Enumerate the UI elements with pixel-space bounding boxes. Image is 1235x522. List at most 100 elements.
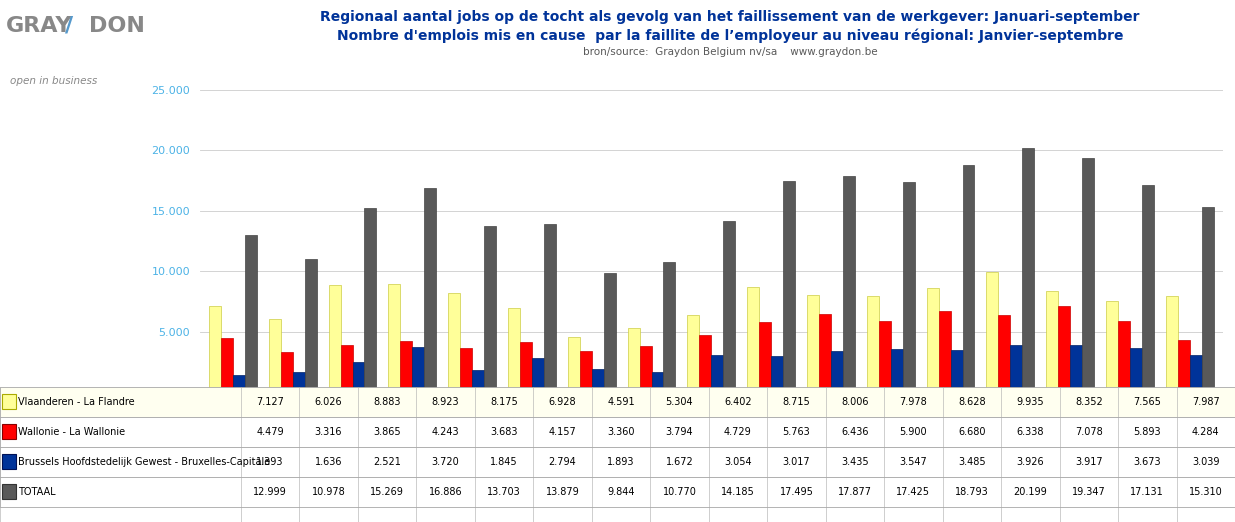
Bar (1071, 345, 1082, 392)
Bar (293, 372, 305, 392)
Text: 9.844: 9.844 (608, 487, 635, 497)
Text: 4.729: 4.729 (724, 427, 752, 437)
Bar (711, 355, 724, 392)
Text: 6.402: 6.402 (724, 397, 752, 407)
Bar (484, 227, 496, 392)
Text: 3.720: 3.720 (432, 457, 459, 467)
Text: 1.672: 1.672 (666, 457, 693, 467)
Bar (0, 417, 1235, 447)
Bar (867, 295, 879, 392)
Bar (1082, 158, 1094, 392)
Text: 6.436: 6.436 (841, 427, 868, 437)
Bar (209, 306, 221, 392)
Text: 3.865: 3.865 (373, 427, 401, 437)
Text: 7.987: 7.987 (1192, 397, 1220, 407)
Text: Brussels Hoofdstedelijk Gewest - Bruxelles-Capitale: Brussels Hoofdstedelijk Gewest - Bruxell… (19, 457, 270, 467)
Text: 3.054: 3.054 (724, 457, 752, 467)
Bar (724, 221, 735, 392)
Bar (1189, 355, 1202, 392)
Text: 16.886: 16.886 (429, 487, 462, 497)
Text: 3.039: 3.039 (1192, 457, 1219, 467)
Bar (627, 328, 640, 392)
Bar (280, 352, 293, 392)
Bar (987, 272, 998, 392)
Text: 7.978: 7.978 (899, 397, 927, 407)
Bar (1142, 185, 1153, 392)
Bar (508, 309, 520, 392)
Bar (543, 224, 556, 392)
Text: 3.794: 3.794 (666, 427, 693, 437)
Bar (0, 447, 1235, 477)
Text: 6.928: 6.928 (548, 397, 577, 407)
Text: /: / (65, 16, 74, 35)
Bar (819, 314, 831, 392)
Text: 1.845: 1.845 (490, 457, 517, 467)
Bar (640, 346, 652, 392)
Text: 2.794: 2.794 (548, 457, 577, 467)
Bar (233, 375, 245, 392)
Bar (400, 341, 412, 392)
Bar (998, 315, 1010, 392)
Text: 1.393: 1.393 (257, 457, 284, 467)
Text: GRAY: GRAY (6, 16, 73, 35)
Text: 10.770: 10.770 (662, 487, 697, 497)
Bar (352, 362, 364, 392)
Text: 17.131: 17.131 (1130, 487, 1165, 497)
Bar (771, 355, 783, 392)
Bar (364, 208, 377, 392)
Bar (831, 350, 844, 392)
Text: 17.425: 17.425 (897, 487, 930, 497)
Bar (425, 188, 436, 392)
Text: Regionaal aantal jobs op de tocht als gevolg van het faillissement van de werkge: Regionaal aantal jobs op de tocht als ge… (320, 10, 1140, 25)
Bar (652, 372, 663, 392)
Text: 3.547: 3.547 (899, 457, 927, 467)
Text: bron/source:  Graydon Belgium nv/sa    www.graydon.be: bron/source: Graydon Belgium nv/sa www.g… (583, 47, 877, 57)
Text: 13.879: 13.879 (546, 487, 579, 497)
Bar (532, 358, 543, 392)
Text: 3.435: 3.435 (841, 457, 868, 467)
Bar (592, 369, 604, 392)
Bar (926, 288, 939, 392)
Bar (604, 273, 615, 392)
Bar (879, 321, 890, 392)
Text: 4.591: 4.591 (608, 397, 635, 407)
Text: Wallonie - La Wallonie: Wallonie - La Wallonie (19, 427, 125, 437)
Text: 4.479: 4.479 (256, 427, 284, 437)
Text: open in business: open in business (10, 76, 98, 86)
Bar (221, 338, 233, 392)
Text: 7.565: 7.565 (1134, 397, 1161, 407)
Text: 3.926: 3.926 (1016, 457, 1044, 467)
Text: 8.883: 8.883 (373, 397, 401, 407)
Bar (472, 370, 484, 392)
Bar (2, 424, 16, 440)
Bar (663, 262, 676, 392)
Text: 8.175: 8.175 (490, 397, 517, 407)
Bar (747, 287, 760, 392)
Bar (1118, 321, 1130, 392)
Text: 3.360: 3.360 (608, 427, 635, 437)
Text: 2.521: 2.521 (373, 457, 401, 467)
Text: Vlaanderen - La Flandre: Vlaanderen - La Flandre (19, 397, 135, 407)
Text: 17.877: 17.877 (837, 487, 872, 497)
Text: 1.636: 1.636 (315, 457, 342, 467)
Bar (579, 351, 592, 392)
Bar (1010, 345, 1023, 392)
Text: 3.485: 3.485 (958, 457, 986, 467)
Text: 3.673: 3.673 (1134, 457, 1161, 467)
Bar (1166, 295, 1178, 392)
Text: 6.338: 6.338 (1016, 427, 1044, 437)
Bar (939, 311, 951, 392)
Text: 4.157: 4.157 (548, 427, 577, 437)
Text: DON: DON (89, 16, 144, 35)
Text: 8.923: 8.923 (432, 397, 459, 407)
Bar (2, 484, 16, 500)
Text: 14.185: 14.185 (721, 487, 755, 497)
Bar (783, 181, 795, 392)
Bar (1178, 340, 1189, 392)
Bar (903, 182, 915, 392)
Bar (388, 284, 400, 392)
Bar (1058, 306, 1071, 392)
Text: 3.917: 3.917 (1074, 457, 1103, 467)
Text: Nombre d'emplois mis en cause  par la faillite de l’employeur au niveau régional: Nombre d'emplois mis en cause par la fai… (337, 29, 1123, 43)
Text: 19.347: 19.347 (1072, 487, 1105, 497)
